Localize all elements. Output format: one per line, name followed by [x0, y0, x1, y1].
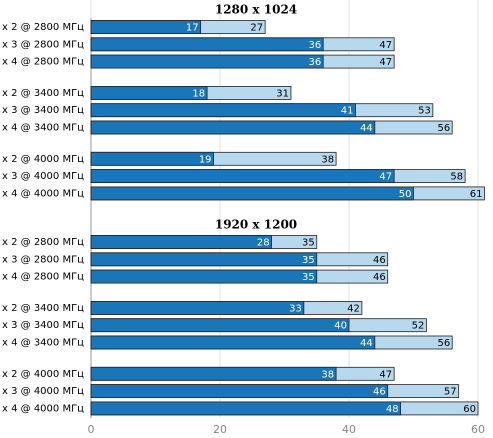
bar [90, 86, 208, 100]
panel-title: 1280 x 1024 [215, 3, 297, 17]
bar [90, 54, 324, 69]
value-label: 52 [412, 321, 425, 332]
value-label: 17 [186, 23, 199, 34]
value-label: 18 [192, 88, 205, 99]
panel-title: 1920 x 1200 [215, 218, 297, 232]
bar [90, 366, 337, 381]
y-tick-label: x 4 @ 3400 МГц [2, 338, 84, 349]
value-label: 27 [250, 23, 263, 34]
value-label: 38 [321, 154, 334, 165]
bar [90, 384, 389, 399]
value-label: 40 [334, 321, 347, 332]
value-label: 35 [302, 255, 315, 266]
y-tick-label: x 4 @ 4000 МГц [2, 403, 84, 414]
value-label: 56 [437, 123, 450, 134]
bar [90, 20, 202, 34]
y-tick-label: x 3 @ 2800 МГц [2, 39, 84, 50]
value-label: 56 [437, 338, 450, 349]
value-label: 46 [373, 255, 386, 266]
value-label: 36 [308, 40, 321, 51]
bar [90, 103, 356, 118]
bar [90, 252, 318, 267]
y-tick-label: x 2 @ 2800 МГц [2, 22, 84, 33]
bar [90, 235, 273, 249]
bar [90, 318, 350, 333]
value-label: 48 [386, 404, 399, 415]
value-label: 19 [199, 154, 212, 165]
x-tick-label: 20 [213, 423, 227, 436]
x-tick-label: 40 [342, 423, 356, 436]
value-label: 58 [450, 172, 463, 183]
value-label: 47 [379, 40, 392, 51]
x-tick-label: 0 [88, 423, 95, 436]
value-label: 47 [379, 369, 392, 380]
value-label: 31 [276, 88, 289, 99]
value-label: 53 [418, 106, 431, 117]
value-label: 42 [347, 303, 360, 314]
y-tick-label: x 3 @ 4000 МГц [2, 386, 84, 397]
bar [90, 300, 305, 315]
value-label: 60 [463, 404, 476, 415]
value-label: 61 [470, 189, 483, 200]
bar [90, 151, 214, 166]
value-label: 47 [379, 57, 392, 68]
y-tick-label: x 3 @ 3400 МГц [2, 105, 84, 116]
bar [90, 120, 376, 135]
y-tick-label: x 3 @ 4000 МГц [2, 171, 84, 182]
value-label: 35 [302, 272, 315, 283]
y-tick-label: x 4 @ 3400 МГц [2, 123, 84, 134]
value-label: 33 [289, 303, 302, 314]
bar [90, 169, 395, 184]
y-tick-label: x 2 @ 2800 МГц [2, 237, 84, 248]
y-tick-label: x 2 @ 4000 МГц [2, 369, 84, 380]
y-tick-label: x 2 @ 3400 МГц [2, 303, 84, 314]
x-tick-label: 60 [471, 423, 485, 436]
value-label: 47 [379, 172, 392, 183]
bar [90, 37, 324, 52]
y-tick-label: x 4 @ 2800 МГц [2, 272, 84, 283]
bar [90, 335, 376, 350]
bar [90, 186, 414, 201]
value-label: 44 [360, 123, 373, 134]
value-label: 46 [373, 272, 386, 283]
value-label: 44 [360, 338, 373, 349]
value-label: 35 [302, 238, 315, 249]
value-label: 28 [257, 238, 270, 249]
bar [90, 401, 402, 416]
y-tick-label: x 3 @ 2800 МГц [2, 254, 84, 265]
y-tick-label: x 4 @ 4000 МГц [2, 188, 84, 199]
y-tick-label: x 3 @ 3400 МГц [2, 320, 84, 331]
y-tick-label: x 2 @ 3400 МГц [2, 88, 84, 99]
value-label: 38 [321, 369, 334, 380]
value-label: 36 [308, 57, 321, 68]
value-label: 46 [373, 387, 386, 398]
value-label: 57 [444, 387, 457, 398]
y-tick-label: x 2 @ 4000 МГц [2, 154, 84, 165]
y-tick-label: x 4 @ 2800 МГц [2, 57, 84, 68]
value-label: 50 [399, 189, 412, 200]
bar [90, 269, 318, 284]
value-label: 41 [341, 106, 354, 117]
